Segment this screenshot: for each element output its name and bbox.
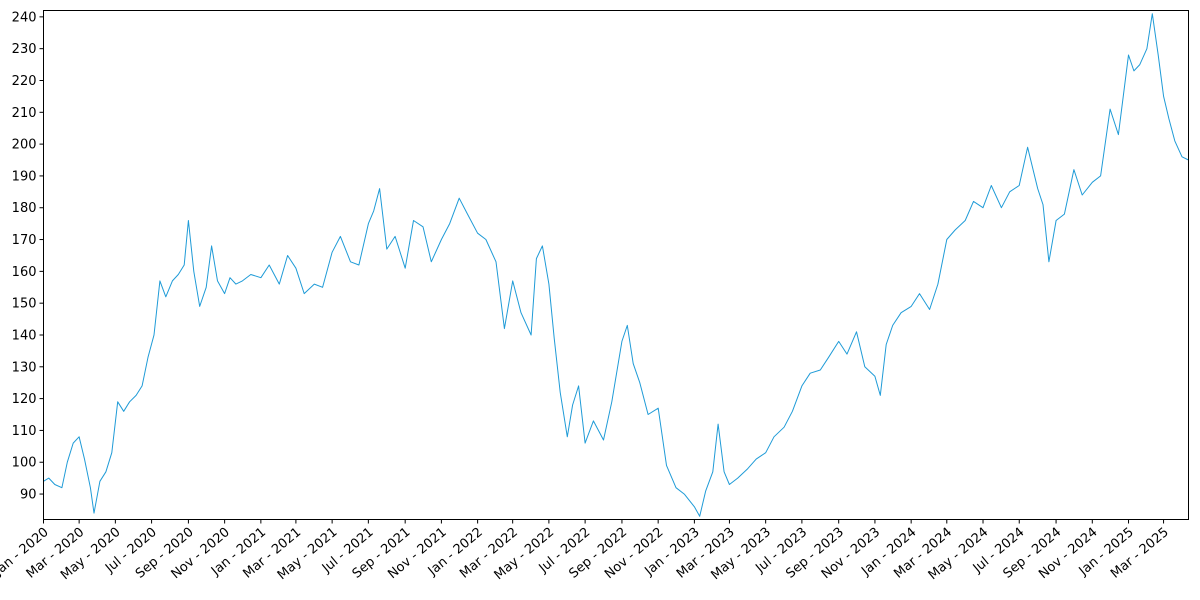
y-tick-label: 210 bbox=[12, 106, 37, 121]
y-tick-label: 150 bbox=[12, 297, 37, 312]
plot-area-frame bbox=[43, 10, 1189, 520]
y-tick-label: 190 bbox=[12, 169, 37, 184]
y-tick-label: 200 bbox=[12, 138, 37, 153]
y-tick-label: 170 bbox=[12, 233, 37, 248]
y-axis-ticks: 90 100 110 120 130 140 150 160 170 180 190 200 210 22… bbox=[12, 10, 44, 503]
price-series-line bbox=[43, 13, 1189, 517]
y-tick-label: 230 bbox=[12, 42, 37, 57]
y-tick-label: 160 bbox=[12, 265, 37, 280]
y-tick-label: 120 bbox=[12, 392, 37, 407]
y-tick-label: 100 bbox=[12, 456, 37, 471]
y-tick-label: 220 bbox=[12, 74, 37, 89]
y-tick-label: 130 bbox=[12, 360, 37, 375]
y-tick-label: 180 bbox=[12, 201, 37, 216]
y-tick-label: 90 bbox=[20, 488, 37, 503]
y-tick-label: 110 bbox=[12, 424, 37, 439]
y-tick-label: 240 bbox=[12, 10, 37, 25]
y-tick-label: 140 bbox=[12, 328, 37, 343]
